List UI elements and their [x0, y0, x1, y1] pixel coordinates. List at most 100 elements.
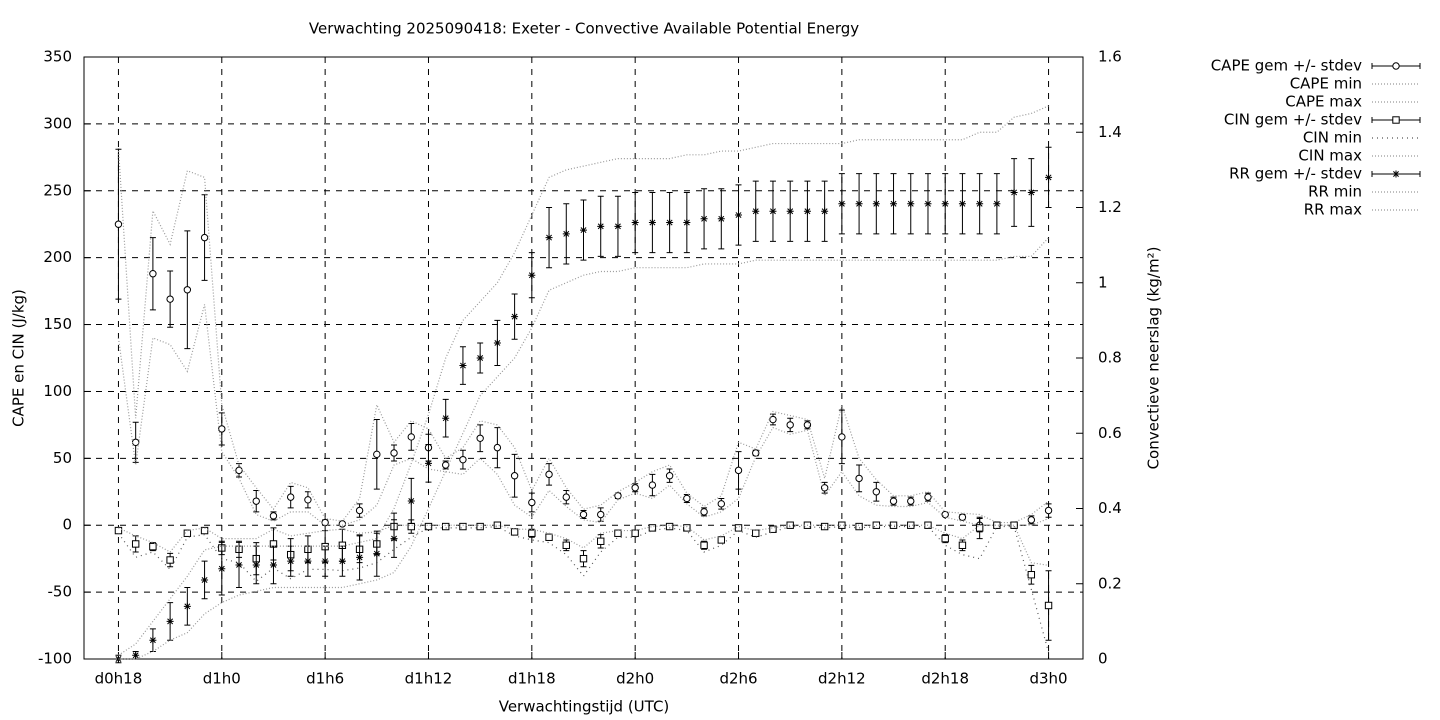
x-tick-label: d2h12	[818, 670, 866, 688]
point	[975, 524, 984, 532]
point	[1010, 521, 1018, 529]
point	[510, 528, 519, 536]
point	[1044, 601, 1053, 610]
point	[235, 561, 243, 569]
point	[700, 215, 708, 223]
point	[476, 522, 484, 531]
x-tick-label: d1h6	[306, 670, 344, 688]
point	[1045, 173, 1053, 181]
point	[545, 234, 553, 242]
legend-label: CAPE gem +/- stdev	[1211, 57, 1362, 75]
point	[941, 200, 949, 208]
point	[752, 207, 760, 215]
x-tick-label: d3h0	[1029, 670, 1067, 688]
y-tick-label: 350	[43, 48, 72, 66]
range-line	[117, 147, 1049, 524]
point	[149, 542, 157, 551]
y-tick-label: 50	[53, 449, 72, 467]
point	[872, 200, 880, 208]
point	[958, 541, 967, 549]
point	[838, 433, 846, 441]
point	[820, 484, 829, 492]
point	[338, 557, 346, 565]
point	[562, 541, 570, 549]
point	[459, 362, 467, 370]
point	[149, 270, 157, 278]
legend-label: CIN min	[1303, 129, 1362, 147]
point	[528, 529, 536, 537]
point	[476, 434, 484, 442]
y2-tick-label: 0	[1098, 650, 1108, 668]
point	[183, 286, 192, 294]
point	[855, 522, 863, 531]
point	[252, 497, 260, 505]
point	[166, 295, 174, 303]
point	[579, 554, 588, 563]
y2-tick-label: 1.2	[1098, 198, 1122, 216]
point	[786, 421, 794, 429]
point	[614, 492, 622, 500]
point	[166, 556, 174, 564]
point	[734, 524, 743, 532]
chart-title: Verwachting 2025090418: Exeter - Convect…	[309, 20, 859, 38]
point	[493, 443, 502, 452]
y-tick-label: 150	[43, 315, 72, 333]
point	[803, 421, 812, 429]
point	[218, 565, 226, 573]
point	[269, 512, 278, 520]
point	[907, 497, 915, 505]
x-tick-label: d1h12	[405, 670, 453, 688]
legend-label: CAPE min	[1290, 75, 1362, 93]
x-tick-label: d2h6	[719, 670, 757, 688]
point	[735, 211, 743, 219]
point	[459, 522, 467, 531]
point	[1044, 506, 1053, 515]
x-tick-label: d1h0	[203, 670, 241, 688]
point	[665, 472, 674, 480]
point	[235, 466, 243, 475]
point	[907, 521, 915, 529]
point	[941, 534, 949, 543]
point	[597, 537, 605, 545]
point	[890, 200, 898, 208]
y-tick-label: 100	[43, 382, 72, 400]
legend-marker	[1392, 170, 1400, 178]
point	[442, 522, 450, 531]
point	[855, 474, 863, 483]
point	[872, 488, 881, 496]
point	[579, 510, 588, 519]
x-tick-label: d2h18	[921, 670, 969, 688]
point	[838, 521, 846, 529]
point	[838, 200, 846, 208]
point	[286, 493, 295, 501]
point	[511, 313, 519, 321]
point	[683, 219, 691, 227]
point	[717, 215, 725, 223]
point	[510, 472, 519, 480]
y2-axis-label: Convectieve neerslag (kg/m²)	[1145, 247, 1163, 470]
point	[907, 200, 915, 208]
point	[976, 200, 984, 208]
point	[183, 602, 191, 610]
point	[648, 524, 657, 532]
y-tick-label: 300	[43, 114, 72, 132]
point	[648, 219, 656, 227]
point	[1027, 516, 1036, 524]
point	[683, 524, 691, 532]
point	[200, 233, 209, 242]
legend-label: CIN gem +/- stdev	[1224, 111, 1362, 129]
y2-tick-label: 1.6	[1098, 48, 1122, 66]
legend-marker	[1392, 62, 1400, 70]
legend-label: RR min	[1308, 183, 1362, 201]
x-tick-label: d2h0	[616, 670, 654, 688]
point	[889, 521, 898, 529]
point	[631, 529, 639, 537]
point	[786, 207, 794, 215]
point	[958, 513, 967, 521]
point	[528, 271, 536, 279]
point	[648, 481, 657, 489]
point	[614, 222, 622, 230]
point	[459, 455, 467, 464]
point	[752, 449, 760, 457]
point	[407, 522, 415, 531]
